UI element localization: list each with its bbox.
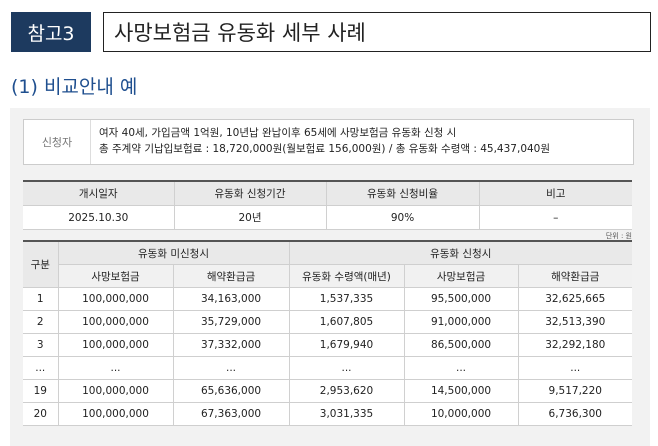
table-cell: 6,736,300 bbox=[518, 402, 632, 426]
table-cell: 95,500,000 bbox=[404, 287, 519, 311]
summary-header: 유동화 신청비율 bbox=[326, 181, 480, 206]
detail-group-row: 구분 유동화 미신청시 유동화 신청시 bbox=[23, 241, 632, 288]
applicant-line-2: 총 주계약 기납입보험료 : 18,720,000원(월보험료 156,000원… bbox=[99, 143, 551, 155]
table-cell: ... bbox=[23, 356, 59, 380]
table-cell: 34,163,000 bbox=[173, 287, 290, 311]
col-gubun-header: 구분 bbox=[23, 241, 59, 288]
table-row: 3 100,000,000 37,332,000 1,679,940 86,50… bbox=[23, 333, 632, 357]
sub-header: 유동화 수령액(매년) bbox=[289, 264, 405, 288]
summary-row: 2025.10.30 20년 90% – bbox=[23, 205, 632, 230]
table-row: ... ... ... ... ... ... bbox=[23, 356, 632, 380]
table-cell: 91,000,000 bbox=[404, 310, 519, 334]
table-cell: 10,000,000 bbox=[404, 402, 519, 426]
detail-subheader-row: 사망보험금 해약환급금 유동화 수령액(매년) 사망보험금 해약환급금 bbox=[23, 264, 632, 288]
table-cell: 32,625,665 bbox=[518, 287, 632, 311]
table-cell: 86,500,000 bbox=[404, 333, 519, 357]
table-cell: 14,500,000 bbox=[404, 379, 519, 403]
sub-header: 사망보험금 bbox=[404, 264, 519, 288]
table-cell: 100,000,000 bbox=[58, 287, 174, 311]
group-header-applied: 유동화 신청시 bbox=[289, 241, 632, 265]
summary-cell: 20년 bbox=[174, 205, 327, 230]
table-cell: 100,000,000 bbox=[58, 379, 174, 403]
summary-table: 개시일자 유동화 신청기간 유동화 신청비율 비고 2025.10.30 20년… bbox=[23, 180, 632, 230]
unit-note: 단위 : 원 bbox=[605, 232, 632, 240]
table-cell: ... bbox=[518, 356, 632, 380]
sub-header: 사망보험금 bbox=[58, 264, 174, 288]
subheading: (1) 비교안내 예 bbox=[11, 76, 138, 98]
table-cell: 32,513,390 bbox=[518, 310, 632, 334]
table-cell: 1 bbox=[23, 287, 59, 311]
table-row: 1 100,000,000 34,163,000 1,537,335 95,50… bbox=[23, 287, 632, 311]
sub-header: 해약환급금 bbox=[173, 264, 290, 288]
table-cell: 100,000,000 bbox=[58, 402, 174, 426]
table-cell: 2,953,620 bbox=[289, 379, 405, 403]
table-cell: 100,000,000 bbox=[58, 333, 174, 357]
table-cell: 100,000,000 bbox=[58, 310, 174, 334]
table-row: 2 100,000,000 35,729,000 1,607,805 91,00… bbox=[23, 310, 632, 334]
summary-cell: 2025.10.30 bbox=[23, 205, 175, 230]
table-cell: 32,292,180 bbox=[518, 333, 632, 357]
summary-header: 비고 bbox=[479, 181, 632, 206]
table-row: 20 100,000,000 67,363,000 3,031,335 10,0… bbox=[23, 402, 632, 426]
table-cell: 2 bbox=[23, 310, 59, 334]
summary-cell: – bbox=[479, 205, 632, 230]
detail-table: 구분 유동화 미신청시 유동화 신청시 사망보험금 해약환급금 유동화 수령액(… bbox=[23, 240, 632, 426]
table-cell: 1,607,805 bbox=[289, 310, 405, 334]
table-cell: 9,517,220 bbox=[518, 379, 632, 403]
table-cell: ... bbox=[173, 356, 290, 380]
table-cell: 67,363,000 bbox=[173, 402, 290, 426]
table-cell: 3 bbox=[23, 333, 59, 357]
applicant-line-1: 여자 40세, 가입금액 1억원, 10년납 완납이후 65세에 사망보험금 유… bbox=[99, 127, 457, 139]
applicant-label: 신청자 bbox=[41, 136, 73, 149]
applicant-text: 여자 40세, 가입금액 1억원, 10년납 완납이후 65세에 사망보험금 유… bbox=[90, 120, 633, 164]
table-cell: 35,729,000 bbox=[173, 310, 290, 334]
sub-header: 해약환급금 bbox=[518, 264, 632, 288]
table-cell: 1,537,335 bbox=[289, 287, 405, 311]
table-cell: ... bbox=[58, 356, 174, 380]
section-title: 사망보험금 유동화 세부 사례 bbox=[103, 12, 651, 52]
table-cell: 3,031,335 bbox=[289, 402, 405, 426]
group-header-not-applied: 유동화 미신청시 bbox=[58, 241, 290, 265]
summary-cell: 90% bbox=[326, 205, 480, 230]
section-header: 참고3 사망보험금 유동화 세부 사례 bbox=[11, 12, 651, 52]
reference-tag: 참고3 bbox=[11, 12, 91, 52]
summary-header-row: 개시일자 유동화 신청기간 유동화 신청비율 비고 bbox=[23, 181, 632, 206]
summary-header: 유동화 신청기간 bbox=[174, 181, 327, 206]
table-cell: 37,332,000 bbox=[173, 333, 290, 357]
table-cell: ... bbox=[404, 356, 519, 380]
table-cell: 20 bbox=[23, 402, 59, 426]
applicant-box: 신청자 여자 40세, 가입금액 1억원, 10년납 완납이후 65세에 사망보… bbox=[23, 119, 634, 165]
table-cell: ... bbox=[289, 356, 405, 380]
summary-header: 개시일자 bbox=[23, 181, 175, 206]
table-cell: 19 bbox=[23, 379, 59, 403]
table-row: 19 100,000,000 65,636,000 2,953,620 14,5… bbox=[23, 379, 632, 403]
table-cell: 65,636,000 bbox=[173, 379, 290, 403]
table-cell: 1,679,940 bbox=[289, 333, 405, 357]
